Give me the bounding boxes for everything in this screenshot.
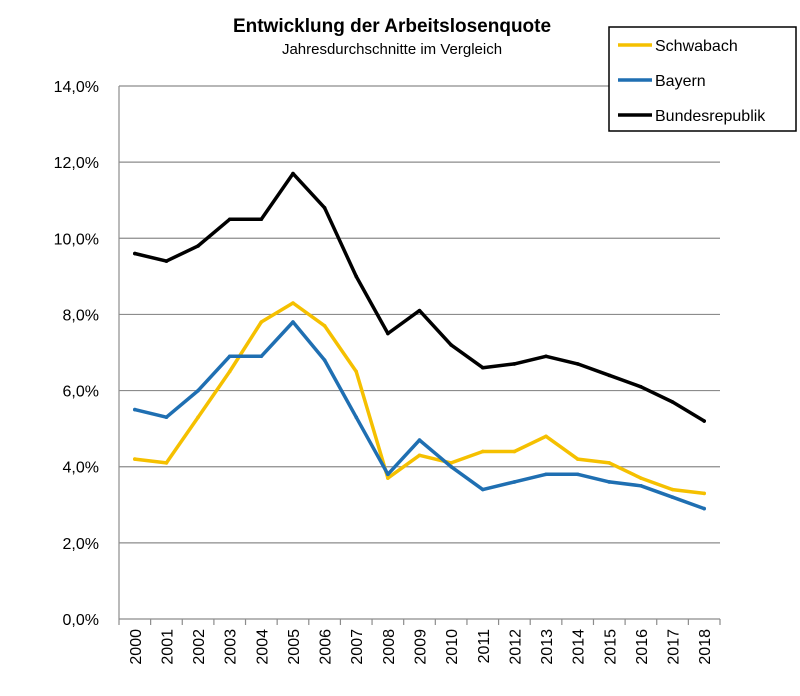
data-point-schwabach xyxy=(417,453,422,458)
x-tick-label: 2016 xyxy=(634,629,651,665)
data-point-bundesrepublik xyxy=(386,331,390,336)
data-point-bayern xyxy=(544,472,548,477)
data-point-bundesrepublik xyxy=(607,373,612,378)
y-tick-label: 2,0% xyxy=(63,536,99,553)
data-point-bundesrepublik xyxy=(354,274,359,279)
y-tick-labels: 0,0% 2,0% 4,0% 6,0% 8,0% 10,0% 12,0% 14,0% xyxy=(54,79,99,629)
data-point-bundesrepublik xyxy=(575,362,580,366)
x-tick-label: 2015 xyxy=(602,629,619,665)
data-point-bayern xyxy=(607,480,612,484)
y-tick-label: 14,0% xyxy=(54,79,99,96)
x-tick-label: 2010 xyxy=(444,629,461,665)
x-tick-label: 2007 xyxy=(349,629,366,665)
data-point-schwabach xyxy=(639,476,643,480)
data-point-bayern xyxy=(449,464,453,469)
series-line-bayern xyxy=(133,320,706,511)
data-point-bayern xyxy=(386,472,390,477)
x-tick-label: 2009 xyxy=(413,629,430,665)
data-point-bundesrepublik xyxy=(133,251,137,256)
axes xyxy=(118,86,721,625)
data-point-bundesrepublik xyxy=(544,354,548,359)
data-point-schwabach xyxy=(322,324,327,328)
x-tick-label: 2001 xyxy=(159,629,176,665)
x-tick-label: 2014 xyxy=(571,629,588,665)
y-tick-label: 12,0% xyxy=(54,155,99,172)
data-point-bayern xyxy=(291,320,295,324)
chart-subtitle: Jahresdurchschnitte im Vergleich xyxy=(282,41,502,58)
data-point-schwabach xyxy=(575,457,580,461)
y-tick-label: 8,0% xyxy=(63,307,99,324)
data-point-schwabach xyxy=(291,301,295,305)
data-point-bayern xyxy=(227,354,232,359)
x-tick-label: 2004 xyxy=(254,629,271,665)
data-point-bundesrepublik xyxy=(449,343,453,347)
series-lines xyxy=(133,171,706,511)
x-tick-label: 2005 xyxy=(286,629,303,665)
legend-label-bayern: Bayern xyxy=(655,73,706,90)
y-tick-label: 6,0% xyxy=(63,384,99,401)
data-point-bundesrepublik xyxy=(291,171,295,176)
legend-label-schwabach: Schwabach xyxy=(655,38,738,55)
data-point-bayern xyxy=(417,438,422,442)
data-point-schwabach xyxy=(670,487,675,492)
data-point-bayern xyxy=(196,388,200,393)
data-point-schwabach xyxy=(164,461,169,465)
x-tick-label: 2011 xyxy=(476,629,493,664)
data-point-bundesrepublik xyxy=(322,206,327,210)
data-point-bundesrepublik xyxy=(702,419,706,423)
data-point-bayern xyxy=(702,506,706,511)
data-point-schwabach xyxy=(480,449,485,454)
x-tick-label: 2018 xyxy=(697,629,714,665)
x-tick-label: 2017 xyxy=(666,629,683,665)
data-point-schwabach xyxy=(259,320,264,324)
data-point-schwabach xyxy=(702,491,706,496)
data-point-bundesrepublik xyxy=(196,244,200,248)
data-point-schwabach xyxy=(544,434,548,439)
chart-title: Entwicklung der Arbeitslosenquote xyxy=(233,16,551,37)
data-point-bayern xyxy=(575,472,580,477)
y-tick-label: 4,0% xyxy=(63,460,99,477)
data-point-bayern xyxy=(512,480,517,484)
x-tick-label: 2006 xyxy=(318,629,335,665)
data-point-bayern xyxy=(259,354,264,359)
data-point-schwabach xyxy=(227,369,232,374)
data-point-bayern xyxy=(639,483,643,488)
data-point-bundesrepublik xyxy=(512,362,517,366)
y-tick-label: 0,0% xyxy=(63,612,99,629)
data-point-bayern xyxy=(670,495,675,499)
legend: Schwabach Bayern Bundesrepublik xyxy=(608,26,797,132)
data-point-bundesrepublik xyxy=(164,259,169,263)
x-tick-label: 2003 xyxy=(223,629,240,665)
data-point-bundesrepublik xyxy=(480,365,485,370)
data-point-schwabach xyxy=(196,415,200,420)
data-point-bundesrepublik xyxy=(227,217,232,222)
x-tick-label: 2013 xyxy=(539,629,556,665)
x-tick-label: 2012 xyxy=(507,629,524,665)
data-point-bayern xyxy=(322,358,327,362)
data-point-bundesrepublik xyxy=(259,217,264,222)
series-line-schwabach xyxy=(133,301,706,496)
x-tick-label: 2008 xyxy=(381,629,398,665)
data-point-schwabach xyxy=(386,476,390,480)
x-tick-labels: 2000 2001 2002 2003 2004 2005 2006 2007 2008 2009… xyxy=(128,629,714,665)
data-point-bundesrepublik xyxy=(639,384,643,389)
data-point-bundesrepublik xyxy=(417,308,422,313)
gridlines xyxy=(119,85,720,544)
data-point-bayern xyxy=(133,407,137,412)
data-point-bayern xyxy=(480,487,485,492)
data-point-bundesrepublik xyxy=(670,400,675,404)
data-point-schwabach xyxy=(607,461,612,465)
data-point-bayern xyxy=(354,415,359,420)
y-tick-label: 10,0% xyxy=(54,231,99,248)
data-point-schwabach xyxy=(512,449,517,454)
legend-label-bundesrepublik: Bundesrepublik xyxy=(655,108,766,125)
x-tick-label: 2000 xyxy=(128,629,145,665)
data-point-bayern xyxy=(164,415,169,420)
x-tick-label: 2002 xyxy=(191,629,208,665)
data-point-schwabach xyxy=(133,457,137,461)
data-point-schwabach xyxy=(354,369,359,374)
